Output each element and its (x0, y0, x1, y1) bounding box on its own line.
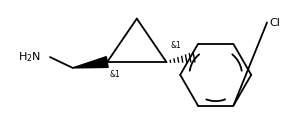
Polygon shape (73, 57, 108, 68)
Text: H$_2$N: H$_2$N (18, 50, 41, 64)
Text: &1: &1 (109, 70, 120, 79)
Text: &1: &1 (170, 41, 181, 50)
Text: Cl: Cl (269, 18, 280, 28)
